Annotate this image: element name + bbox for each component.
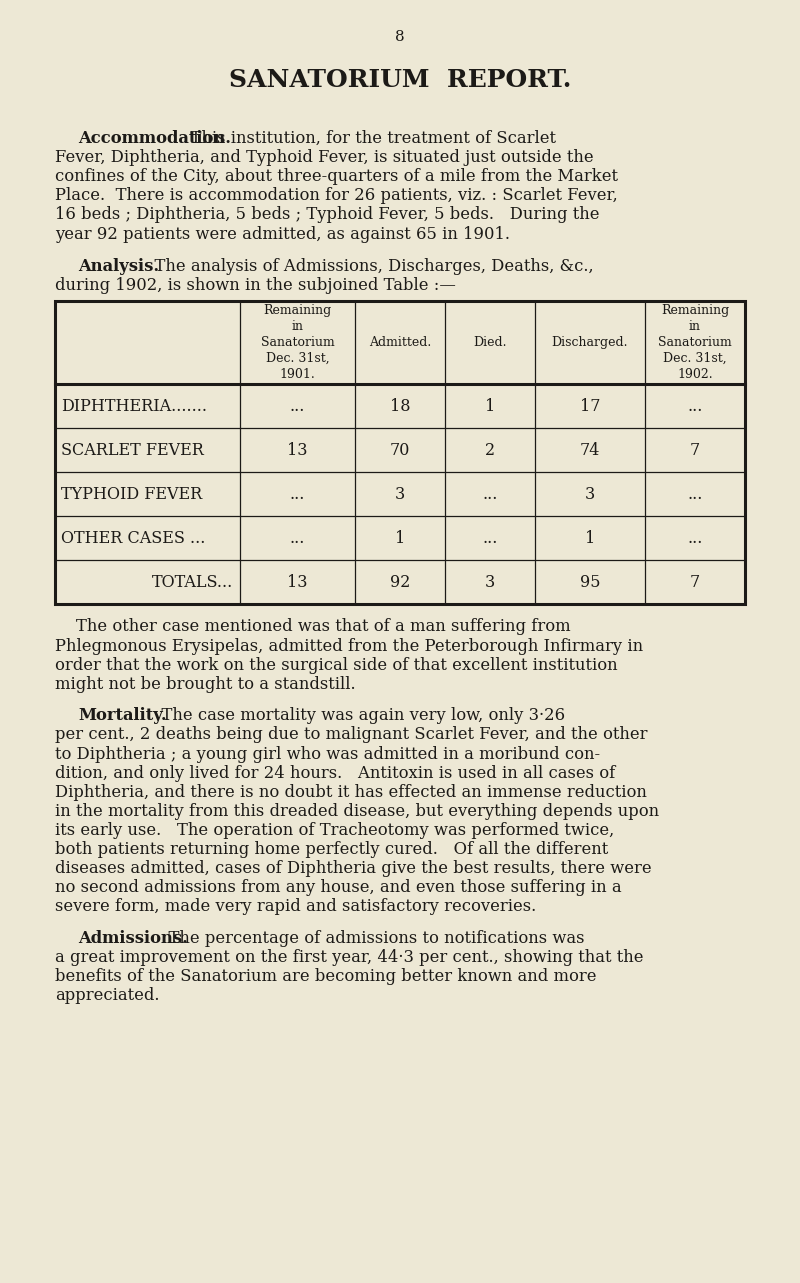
Text: DIPHTHERIA.......: DIPHTHERIA.......	[61, 398, 207, 414]
Text: to Diphtheria ; a young girl who was admitted in a moribund con-: to Diphtheria ; a young girl who was adm…	[55, 745, 600, 762]
Text: Analysis.: Analysis.	[78, 258, 160, 275]
Text: its early use.   The operation of Tracheotomy was performed twice,: its early use. The operation of Tracheot…	[55, 822, 614, 839]
Text: per cent., 2 deaths being due to malignant Scarlet Fever, and the other: per cent., 2 deaths being due to maligna…	[55, 726, 647, 743]
Text: diseases admitted, cases of Diphtheria give the best results, there were: diseases admitted, cases of Diphtheria g…	[55, 860, 652, 878]
Text: 18: 18	[390, 398, 410, 414]
Text: 3: 3	[585, 485, 595, 503]
Text: Fever, Diphtheria, and Typhoid Fever, is situated just outside the: Fever, Diphtheria, and Typhoid Fever, is…	[55, 149, 594, 166]
Text: ...: ...	[687, 485, 702, 503]
Text: both patients returning home perfectly cured.   Of all the different: both patients returning home perfectly c…	[55, 842, 608, 858]
Text: 1: 1	[485, 398, 495, 414]
Text: Discharged.: Discharged.	[552, 336, 628, 349]
Text: The other case mentioned was that of a man suffering from: The other case mentioned was that of a m…	[55, 618, 570, 635]
Text: 17: 17	[580, 398, 600, 414]
Text: 2: 2	[485, 441, 495, 458]
Text: ...: ...	[687, 530, 702, 547]
Text: Admissions.: Admissions.	[78, 930, 189, 947]
Text: ...: ...	[482, 530, 498, 547]
Text: ...: ...	[687, 398, 702, 414]
Text: Place.  There is accommodation for 26 patients, viz. : Scarlet Fever,: Place. There is accommodation for 26 pat…	[55, 187, 618, 204]
Text: severe form, made very rapid and satisfactory recoveries.: severe form, made very rapid and satisfa…	[55, 898, 536, 916]
Text: SCARLET FEVER: SCARLET FEVER	[61, 441, 204, 458]
Text: Diphtheria, and there is no doubt it has effected an immense reduction: Diphtheria, and there is no doubt it has…	[55, 784, 647, 801]
Text: ...: ...	[290, 530, 305, 547]
Text: order that the work on the surgical side of that excellent institution: order that the work on the surgical side…	[55, 657, 618, 674]
Text: 7: 7	[690, 441, 700, 458]
Text: Remaining
in
Sanatorium
Dec. 31st,
1901.: Remaining in Sanatorium Dec. 31st, 1901.	[261, 304, 334, 381]
Text: 13: 13	[287, 441, 308, 458]
Text: confines of the City, about three-quarters of a mile from the Market: confines of the City, about three-quarte…	[55, 168, 618, 185]
Text: SANATORIUM  REPORT.: SANATORIUM REPORT.	[229, 68, 571, 92]
Text: ...: ...	[290, 485, 305, 503]
Text: 70: 70	[390, 441, 410, 458]
Text: in the mortality from this dreaded disease, but everything depends upon: in the mortality from this dreaded disea…	[55, 803, 659, 820]
Text: 3: 3	[485, 574, 495, 590]
Text: The analysis of Admissions, Discharges, Deaths, &c.,: The analysis of Admissions, Discharges, …	[144, 258, 594, 275]
Text: 74: 74	[580, 441, 600, 458]
Text: Accommodation.: Accommodation.	[78, 130, 232, 148]
Text: 16 beds ; Diphtheria, 5 beds ; Typhoid Fever, 5 beds.   During the: 16 beds ; Diphtheria, 5 beds ; Typhoid F…	[55, 207, 599, 223]
Text: Died.: Died.	[474, 336, 506, 349]
Text: OTHER CASES ...: OTHER CASES ...	[61, 530, 206, 547]
Text: no second admissions from any house, and even those suffering in a: no second admissions from any house, and…	[55, 879, 622, 897]
Text: 95: 95	[580, 574, 600, 590]
Bar	[55, 302, 745, 604]
Text: Mortality.: Mortality.	[78, 707, 167, 725]
Text: This institution, for the treatment of Scarlet: This institution, for the treatment of S…	[180, 130, 556, 148]
Text: 8: 8	[395, 30, 405, 44]
Text: 1: 1	[395, 530, 405, 547]
Text: 1: 1	[585, 530, 595, 547]
Text: ...: ...	[290, 398, 305, 414]
Text: 13: 13	[287, 574, 308, 590]
Text: benefits of the Sanatorium are becoming better known and more: benefits of the Sanatorium are becoming …	[55, 969, 597, 985]
Text: Phlegmonous Erysipelas, admitted from the Peterborough Infirmary in: Phlegmonous Erysipelas, admitted from th…	[55, 638, 643, 654]
Text: The case mortality was again very low, only 3·26: The case mortality was again very low, o…	[151, 707, 566, 725]
Text: appreciated.: appreciated.	[55, 988, 159, 1005]
Text: a great improvement on the first year, 44·3 per cent., showing that the: a great improvement on the first year, 4…	[55, 949, 643, 966]
Text: dition, and only lived for 24 hours.   Antitoxin is used in all cases of: dition, and only lived for 24 hours. Ant…	[55, 765, 615, 781]
Text: The percentage of admissions to notifications was: The percentage of admissions to notifica…	[158, 930, 585, 947]
Text: ...: ...	[482, 485, 498, 503]
Text: Remaining
in
Sanatorium
Dec. 31st,
1902.: Remaining in Sanatorium Dec. 31st, 1902.	[658, 304, 732, 381]
Text: 92: 92	[390, 574, 410, 590]
Text: 7: 7	[690, 574, 700, 590]
Text: during 1902, is shown in the subjoined Table :—: during 1902, is shown in the subjoined T…	[55, 277, 456, 294]
Text: year 92 patients were admitted, as against 65 in 1901.: year 92 patients were admitted, as again…	[55, 226, 510, 242]
Text: 3: 3	[395, 485, 405, 503]
Text: TYPHOID FEVER: TYPHOID FEVER	[61, 485, 202, 503]
Text: Admitted.: Admitted.	[369, 336, 431, 349]
Text: TOTALS...: TOTALS...	[152, 574, 233, 590]
Text: might not be brought to a standstill.: might not be brought to a standstill.	[55, 676, 356, 693]
